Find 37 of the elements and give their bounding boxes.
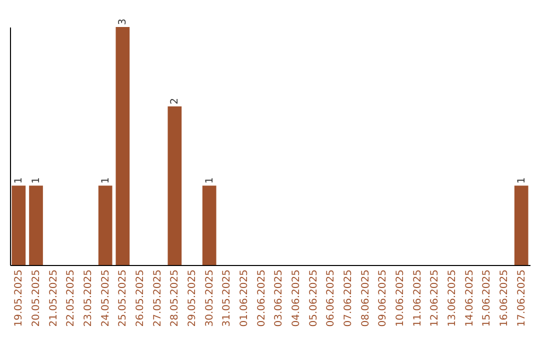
x-tick-label: 25.05.2025 xyxy=(118,270,129,327)
x-tick-label: 14.06.2025 xyxy=(464,270,476,327)
x-tick-label: 15.06.2025 xyxy=(482,270,493,327)
x-tick-label: 19.05.2025 xyxy=(14,270,25,327)
x-tick-label: 01.06.2025 xyxy=(239,270,250,327)
x-tick-label: 22.05.2025 xyxy=(66,270,77,327)
x-tick-label: 12.06.2025 xyxy=(430,270,441,327)
x-tick-label: 21.05.2025 xyxy=(48,270,60,327)
x-tick-label: 08.06.2025 xyxy=(360,270,372,327)
x-tick-label: 13.06.2025 xyxy=(447,270,458,327)
x-tick-label: 07.06.2025 xyxy=(343,270,354,327)
x-tick-label: 27.05.2025 xyxy=(152,270,164,327)
x-tick-label: 23.05.2025 xyxy=(83,270,94,327)
x-tick-label: 31.05.2025 xyxy=(222,270,233,327)
x-tick-label: 28.05.2025 xyxy=(170,270,181,327)
x-tick-label: 30.05.2025 xyxy=(204,270,216,327)
data-label: 3 xyxy=(118,18,129,25)
data-label: 1 xyxy=(100,177,112,184)
data-label: 1 xyxy=(31,177,42,184)
x-tick-label: 09.06.2025 xyxy=(378,270,389,327)
x-tick-label: 11.06.2025 xyxy=(412,270,424,327)
data-label: 2 xyxy=(170,98,181,104)
x-tick-label: 05.06.2025 xyxy=(308,270,320,327)
x-tick-label: 04.06.2025 xyxy=(291,270,302,327)
x-tick-label: 10.06.2025 xyxy=(395,270,406,327)
data-label: 1 xyxy=(516,177,528,184)
data-label: 1 xyxy=(204,177,216,184)
x-tick-label: 29.05.2025 xyxy=(187,270,198,327)
x-tick-label: 17.06.2025 xyxy=(516,270,528,327)
x-tick-label: 24.05.2025 xyxy=(100,270,112,327)
x-tick-label: 06.06.2025 xyxy=(326,270,337,327)
x-tick-label: 20.05.2025 xyxy=(31,270,42,327)
x-tick-label: 03.06.2025 xyxy=(274,270,285,327)
data-label: 1 xyxy=(14,177,25,184)
x-tick-label: 16.06.2025 xyxy=(499,270,510,327)
x-tick-label: 26.05.2025 xyxy=(135,270,146,327)
x-tick-label: 02.06.2025 xyxy=(256,270,268,327)
